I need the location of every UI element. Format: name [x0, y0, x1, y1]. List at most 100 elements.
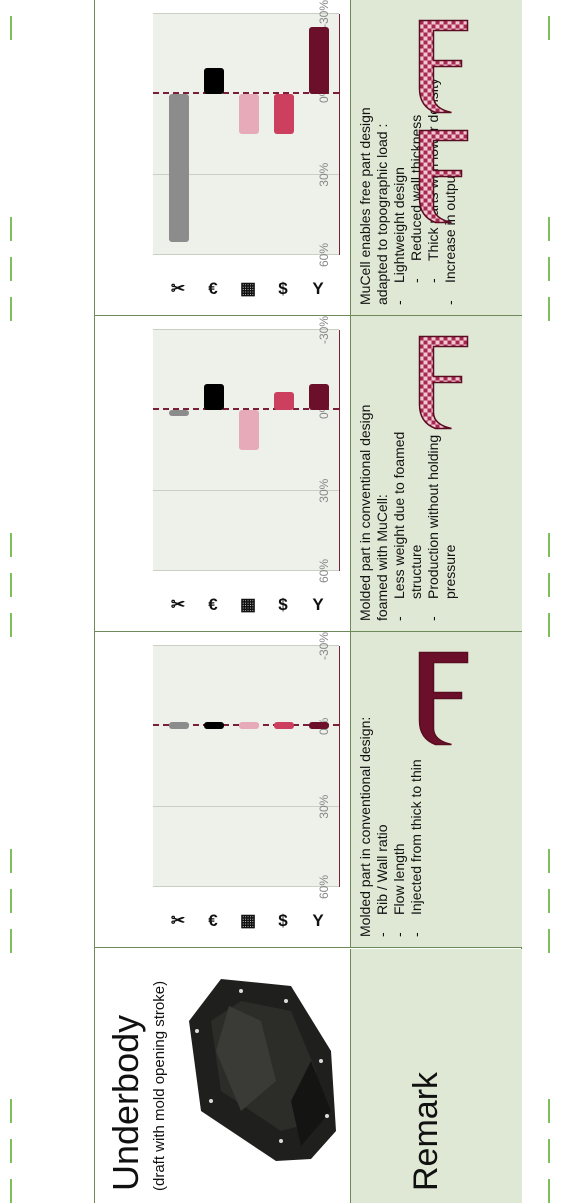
- remark-list-item: - Lightweight design: [391, 167, 407, 305]
- material-icon: Y: [312, 595, 325, 614]
- guide-dash: [10, 929, 12, 953]
- guide-dash: [10, 297, 12, 321]
- guide-dash: [10, 613, 12, 637]
- guide-dash: [10, 1139, 12, 1163]
- gridline: [153, 886, 339, 887]
- bar-tooling: [168, 722, 189, 730]
- category-axis-line: [339, 14, 340, 255]
- remark-cell-1: Molded part in conventional design: - Rib …: [350, 632, 522, 947]
- remark-label-cell: Remark: [350, 949, 522, 1203]
- remark-intro: Molded part in conventional design foame…: [357, 404, 390, 621]
- guide-dash: [10, 889, 12, 913]
- column-mucell-conventional: 60% 30% 0% -30% Y $ ▦ € ✂ Molded part in convent…: [95, 316, 522, 632]
- category-axis-line: [339, 646, 340, 887]
- guide-dash: [10, 257, 12, 281]
- part-cross-section: [418, 19, 469, 114]
- label-column: Underbody (draft with mold opening strok…: [95, 949, 522, 1203]
- column-conventional: 60%30%0%-30%Y$▦€✂ Molded part in convent…: [95, 632, 522, 948]
- remark-label: Remark: [407, 1071, 445, 1191]
- factory-icon: ▦: [239, 279, 257, 298]
- bar-price: [203, 67, 224, 95]
- bar-costs: [274, 722, 295, 730]
- euro-icon: €: [208, 595, 218, 614]
- guide-dash: [10, 1099, 12, 1123]
- axis-tick-label: -30%: [317, 316, 331, 345]
- euro-icon: €: [208, 911, 218, 930]
- axis-tick-label: 30%: [317, 794, 331, 819]
- guide-dash: [10, 573, 12, 597]
- guide-dash: [548, 297, 550, 321]
- guide-dash: [548, 889, 550, 913]
- axis-tick-label: 60%: [317, 874, 331, 900]
- chart-plot-area: [153, 646, 339, 887]
- gridline: [153, 805, 339, 807]
- part-cross-section: [418, 335, 469, 430]
- axis-tick-label: 60%: [317, 242, 331, 268]
- material-icon: Y: [312, 911, 325, 930]
- gridline: [153, 254, 339, 255]
- guide-dash: [10, 16, 12, 40]
- remark-intro: Molded part in conventional design:: [357, 716, 373, 937]
- page-subtitle: (draft with mold opening stroke): [151, 980, 168, 1191]
- bar-tooling: [168, 410, 189, 416]
- remark-cell-3: MuCell enables free part design adapted …: [350, 0, 522, 315]
- guide-dash: [548, 533, 550, 557]
- gridline: [153, 329, 339, 330]
- guide-dash: [548, 217, 550, 241]
- gridline: [153, 489, 339, 491]
- bar-production: [239, 722, 259, 730]
- euro-icon: €: [208, 279, 218, 298]
- guide-dash: [10, 217, 12, 241]
- guide-dash: [548, 573, 550, 597]
- chart-cell-3: 60% 30% 0% -30% Y $ ▦ € ✂: [95, 0, 349, 315]
- gridline: [153, 570, 339, 571]
- guide-dash: [10, 1179, 12, 1203]
- guide-dash: [548, 1179, 550, 1203]
- bar-production: [239, 410, 259, 451]
- category-axis-line: [339, 330, 340, 571]
- gridline: [153, 13, 339, 14]
- guide-dash: [548, 613, 550, 637]
- material-icon: Y: [312, 279, 325, 298]
- header-cell: Underbody (draft with mold opening strok…: [95, 949, 349, 1203]
- page-title: Underbody: [105, 1014, 146, 1191]
- gridline: [153, 645, 339, 646]
- part-drawing: [412, 17, 476, 122]
- part-drawing: [412, 127, 476, 232]
- part-drawing: [412, 333, 476, 438]
- underbody-part-photo: [189, 979, 336, 1161]
- guide-dash: [10, 849, 12, 873]
- part-cross-section: [418, 651, 469, 746]
- factory-icon: ▦: [239, 595, 257, 614]
- bar-material: [309, 383, 330, 411]
- axis-tick-label: 30%: [317, 478, 331, 503]
- guide-dash: [548, 849, 550, 873]
- part-drawing: [412, 649, 476, 754]
- bar-material: [309, 27, 330, 95]
- bar-price: [203, 722, 224, 730]
- bar-price: [203, 383, 224, 411]
- axis-tick-label: -30%: [317, 632, 331, 661]
- column-mucell-free-design: 60% 30% 0% -30% Y $ ▦ € ✂ MuCell enables free pa…: [95, 0, 522, 316]
- remark-cell-2: Molded part in conventional design foame…: [350, 316, 522, 631]
- remark-intro: MuCell enables free part design adapted …: [357, 107, 390, 305]
- remark-list-item: - Flow length: [391, 843, 407, 937]
- axis-tick-label: 60%: [317, 558, 331, 584]
- part-cross-section: [418, 129, 469, 224]
- chart-cell-1: 60%30%0%-30%Y$▦€✂: [95, 632, 349, 947]
- bar-material: [309, 722, 330, 730]
- tools-icon: ✂: [170, 911, 185, 930]
- money-bag-icon: $: [278, 911, 288, 930]
- bar-tooling: [168, 94, 189, 242]
- chart-cell-2: 60% 30% 0% -30% Y $ ▦ € ✂: [95, 316, 349, 631]
- remark-list-item: - Rib / Wall ratio: [374, 824, 390, 937]
- comparison-table: Underbody (draft with mold opening strok…: [94, 0, 522, 1203]
- chart-plot-area: [153, 330, 339, 571]
- guide-dash: [548, 1099, 550, 1123]
- factory-icon: ▦: [239, 911, 257, 930]
- guide-dash: [548, 257, 550, 281]
- bar-costs: [274, 94, 295, 135]
- guide-dash: [548, 929, 550, 953]
- money-bag-icon: $: [278, 279, 288, 298]
